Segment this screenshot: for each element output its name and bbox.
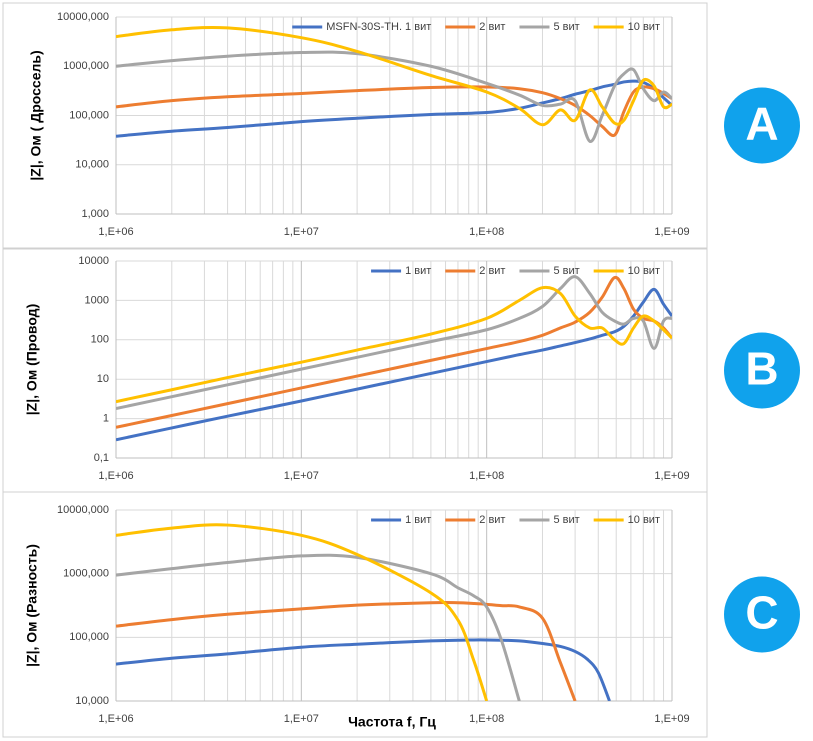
legend-label: 10 вит: [628, 21, 660, 33]
y-tick-label: 100,000: [69, 631, 109, 643]
x-tick-label: 1,E+09: [654, 226, 689, 238]
x-tick-label: 1,E+07: [284, 713, 319, 725]
legend-label: 1 вит: [405, 265, 431, 277]
series-line: [116, 523, 489, 701]
x-axis-title: Частота f, Гц: [348, 714, 436, 730]
x-tick-label: 1,E+08: [469, 226, 504, 238]
x-tick-label: 1,E+06: [98, 713, 133, 725]
y-tick-label: 10000,000: [57, 504, 109, 516]
series-line: [116, 275, 672, 411]
series-line: [116, 50, 672, 143]
series-line: [116, 285, 672, 404]
panel-badge: [724, 87, 800, 164]
series-line: [116, 638, 611, 701]
legend-label: 5 вит: [553, 265, 579, 277]
x-tick-label: 1,E+09: [654, 713, 689, 725]
panel-badge-label: A: [745, 98, 778, 150]
panel-badge: [724, 576, 800, 653]
y-tick-label: 1000,000: [63, 568, 109, 580]
x-tick-label: 1,E+07: [284, 226, 319, 238]
y-axis-title: |Z|, Ом (Разность): [24, 544, 40, 667]
legend-label: MSFN-30S-TH. 1 вит: [326, 21, 431, 33]
y-axis-title: |Z|, Ом ( Дроссель): [28, 50, 44, 180]
y-tick-label: 1000: [85, 294, 109, 306]
series-line: [116, 600, 577, 701]
y-axis-title: |Z|, Ом (Провод): [24, 304, 40, 415]
panel-badge-label: B: [745, 343, 778, 395]
legend-label: 2 вит: [479, 265, 505, 277]
series-line: [116, 287, 672, 442]
x-tick-label: 1,E+08: [469, 713, 504, 725]
y-tick-label: 100: [91, 334, 109, 346]
panel-badge: [724, 332, 800, 409]
x-tick-label: 1,E+09: [654, 470, 689, 482]
y-tick-label: 10,000: [75, 695, 109, 707]
legend-label: 2 вит: [479, 514, 505, 526]
panel: [2, 2, 708, 249]
legend-label: 1 вит: [405, 514, 431, 526]
x-tick-label: 1,E+07: [284, 470, 319, 482]
y-tick-label: 1000,000: [63, 60, 109, 72]
panel-badge-label: C: [745, 587, 778, 639]
y-tick-label: 10000: [78, 255, 109, 267]
x-tick-label: 1,E+08: [469, 470, 504, 482]
series-line: [116, 553, 521, 701]
x-tick-label: 1,E+06: [98, 226, 133, 238]
y-tick-label: 1: [103, 413, 109, 425]
legend-label: 10 вит: [628, 265, 660, 277]
panel: [2, 491, 708, 738]
legend-label: 5 вит: [553, 21, 579, 33]
y-tick-label: 10,000: [75, 159, 109, 171]
y-tick-label: 10000,000: [57, 11, 109, 23]
panel: [2, 248, 708, 493]
legend-label: 5 вит: [553, 514, 579, 526]
y-tick-label: 10: [97, 373, 109, 385]
x-tick-label: 1,E+06: [98, 470, 133, 482]
series-line: [116, 25, 672, 127]
y-tick-label: 0,1: [94, 452, 109, 464]
legend-label: 10 вит: [628, 514, 660, 526]
y-tick-label: 1,000: [81, 208, 109, 220]
y-tick-label: 100,000: [69, 109, 109, 121]
legend-label: 2 вит: [479, 21, 505, 33]
